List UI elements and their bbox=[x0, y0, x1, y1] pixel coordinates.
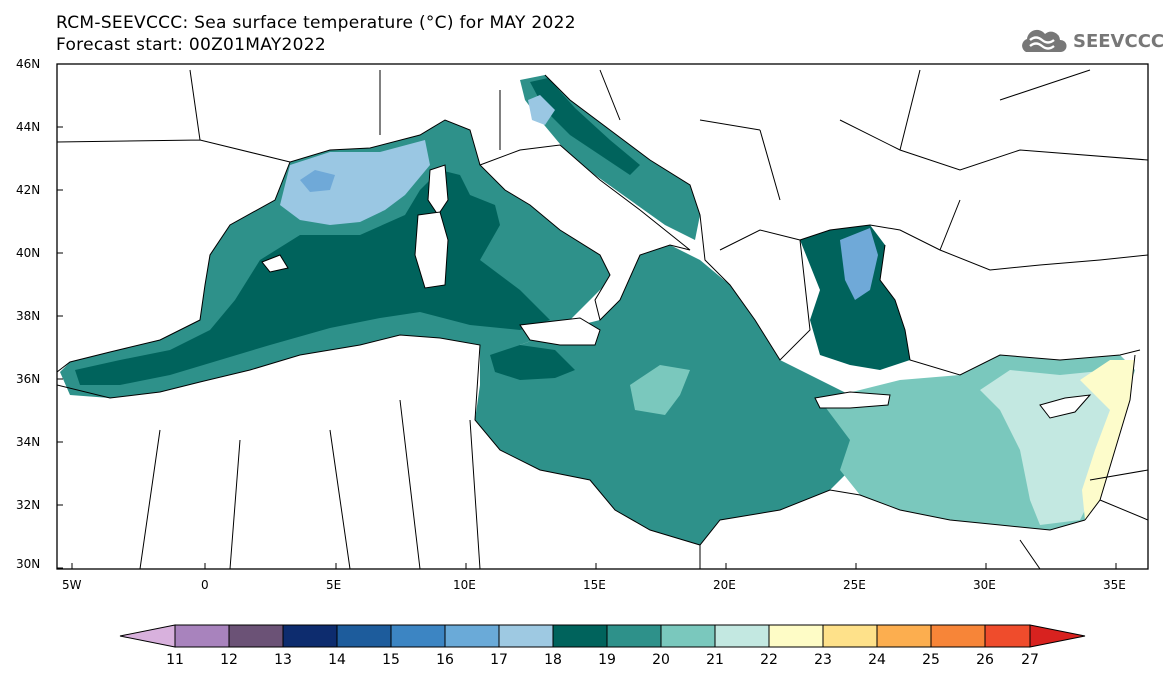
colorbar-over-arrow bbox=[1029, 624, 1086, 648]
lon-label: 5E bbox=[326, 578, 342, 592]
sst-region-ionian-warm bbox=[630, 365, 690, 415]
colorbar-label: 16 bbox=[436, 652, 454, 668]
sicily-island bbox=[519, 317, 601, 346]
colorbar-label: 21 bbox=[706, 652, 724, 668]
colorbar-bin bbox=[336, 624, 392, 648]
colorbar-label: 22 bbox=[760, 652, 778, 668]
balearic-mallorca bbox=[261, 254, 289, 273]
seevccc-logo: SEEVCCC bbox=[1018, 26, 1164, 56]
colorbar-under-arrow bbox=[119, 624, 176, 648]
lat-label: 32N bbox=[16, 498, 41, 512]
colorbar-bin bbox=[282, 624, 338, 648]
cyprus-island bbox=[1039, 394, 1092, 419]
lat-label: 38N bbox=[16, 309, 41, 323]
colorbar-bin bbox=[552, 624, 608, 648]
colorbar-bin bbox=[984, 624, 1031, 648]
sst-region-adriatic-cold bbox=[528, 95, 555, 125]
colorbar-bin bbox=[876, 624, 932, 648]
european-coast bbox=[57, 119, 481, 373]
sst-region-north-aegean-cold bbox=[840, 228, 878, 300]
border-lines bbox=[57, 69, 1148, 569]
lon-label: 10E bbox=[453, 578, 476, 592]
lat-label: 42N bbox=[16, 183, 41, 197]
sst-region-central-med bbox=[475, 245, 960, 545]
lon-label: 20E bbox=[713, 578, 736, 592]
lat-label: 46N bbox=[16, 57, 41, 71]
balkan-coast bbox=[544, 74, 1148, 361]
colorbar-bin bbox=[660, 624, 716, 648]
colorbar-label: 27 bbox=[1021, 652, 1039, 668]
logo-text: SEEVCCC bbox=[1073, 30, 1165, 52]
colorbar-label: 20 bbox=[652, 652, 670, 668]
anatolian-coast bbox=[879, 244, 1141, 376]
colorbar-label: 14 bbox=[328, 652, 346, 668]
colorbar-label: 11 bbox=[166, 652, 184, 668]
colorbar-label: 13 bbox=[274, 652, 292, 668]
colorbar-label: 18 bbox=[544, 652, 562, 668]
colorbar-bin bbox=[768, 624, 824, 648]
sst-region-gulf-of-lion-core bbox=[300, 170, 335, 192]
sst-region-gulf-of-lion bbox=[280, 140, 430, 225]
lon-label: 30E bbox=[973, 578, 996, 592]
sst-region-adriatic-north bbox=[530, 78, 640, 175]
lon-label: 5W bbox=[62, 578, 82, 592]
colorbar bbox=[119, 624, 1086, 648]
sardinia-island bbox=[414, 211, 449, 289]
lat-label: 34N bbox=[16, 435, 41, 449]
colorbar-bin bbox=[822, 624, 878, 648]
colorbar-bin bbox=[930, 624, 986, 648]
sst-region-levant-coast bbox=[1080, 360, 1135, 520]
chart-title: RCM-SEEVCCC: Sea surface temperature (°C… bbox=[56, 13, 576, 33]
lat-label: 30N bbox=[16, 557, 41, 571]
colorbar-label: 24 bbox=[868, 652, 886, 668]
colorbar-label: 25 bbox=[922, 652, 940, 668]
lon-label: 25E bbox=[843, 578, 866, 592]
forecast-start-subtitle: Forecast start: 00Z01MAY2022 bbox=[56, 35, 326, 55]
colorbar-bin bbox=[444, 624, 500, 648]
colorbar-label: 12 bbox=[220, 652, 238, 668]
colorbar-label: 23 bbox=[814, 652, 832, 668]
colorbar-bin bbox=[390, 624, 446, 648]
crete-island bbox=[814, 391, 891, 409]
lon-label: 0 bbox=[201, 578, 209, 592]
lat-label: 40N bbox=[16, 246, 41, 260]
colorbar-bin bbox=[228, 624, 284, 648]
colorbar-label: 19 bbox=[598, 652, 616, 668]
lat-label: 44N bbox=[16, 120, 41, 134]
cloud-icon bbox=[1022, 29, 1067, 52]
colorbar-bin bbox=[498, 624, 554, 648]
lon-label: 15E bbox=[583, 578, 606, 592]
colorbar-bin bbox=[174, 624, 230, 648]
sst-region-sicily-deep bbox=[490, 345, 575, 380]
italy-peninsula bbox=[479, 144, 691, 321]
levant-coast-line bbox=[1084, 354, 1136, 521]
corsica-island bbox=[427, 164, 449, 216]
lat-label: 36N bbox=[16, 372, 41, 386]
colorbar-label: 15 bbox=[382, 652, 400, 668]
colorbar-label: 17 bbox=[490, 652, 508, 668]
north-africa-coast bbox=[57, 334, 1086, 546]
colorbar-label: 26 bbox=[976, 652, 994, 668]
lon-label: 35E bbox=[1103, 578, 1126, 592]
colorbar-bin bbox=[606, 624, 662, 648]
colorbar-bin bbox=[714, 624, 770, 648]
axis-ticks bbox=[57, 63, 1117, 569]
